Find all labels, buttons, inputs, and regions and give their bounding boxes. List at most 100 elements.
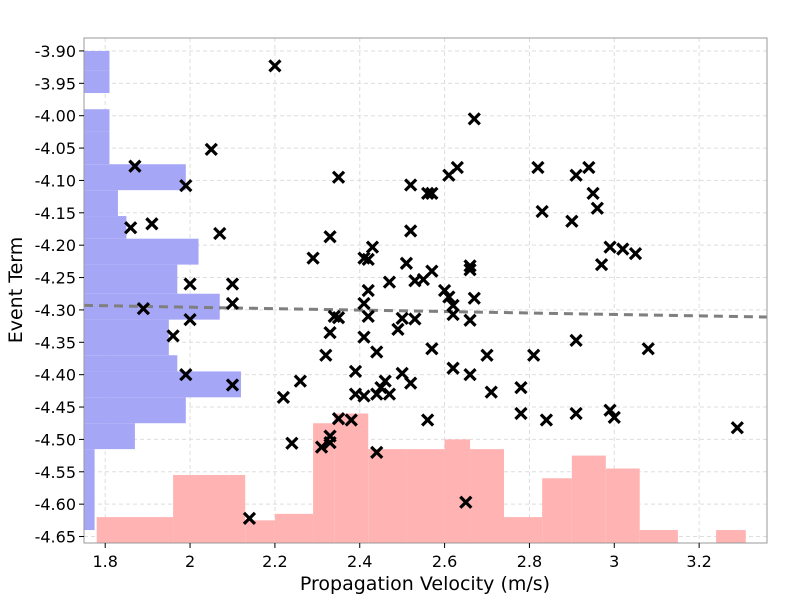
data-point [183,313,197,327]
data-point [408,274,422,288]
data-point-stroke [382,275,397,289]
y-histogram-bar [84,264,178,294]
data-point-stroke [641,342,655,356]
data-point-stroke [582,160,596,175]
data-point [446,361,460,375]
y-axis-ticks: -3.90 -3.95 -4.00 -4.05 -4.10 -4.15 -4.20 -4.25… [35,42,84,547]
x-tick-label: 1.8 [92,552,117,571]
data-point-stroke [420,186,435,201]
data-point-stroke [531,160,545,175]
y-histogram-bar [84,238,199,265]
data-point [425,342,439,356]
data-point [179,368,193,382]
data-point-stroke [327,309,341,324]
data-point [480,348,494,362]
y-tick-label: -4.60 [35,495,76,514]
data-point-stroke [225,277,240,291]
data-point-stroke [603,240,617,254]
x-tick-label: 2 [185,552,195,571]
data-point-stroke [145,217,159,231]
y-tick-label: -4.15 [35,204,76,223]
data-point [484,385,498,399]
trend-line [83,303,768,319]
data-point [603,403,617,417]
data-point [603,240,617,254]
y-axis-label: Event Term [5,237,27,344]
y-tick-label: -4.10 [35,171,76,190]
data-point-stroke [124,221,138,235]
data-point [136,301,151,316]
data-point [357,330,371,344]
data-point [616,242,630,256]
x-histogram-bar [716,530,746,543]
data-point [425,186,439,201]
x-histogram [96,413,746,543]
data-point-stroke [459,495,473,509]
y-tick-label: -4.40 [35,366,76,385]
data-point-stroke [416,272,431,287]
data-point [467,291,481,305]
data-point [420,186,435,201]
data-point-stroke [467,112,481,126]
data-point-stroke [370,345,384,359]
data-point-stroke [306,251,320,265]
data-point [607,410,621,425]
data-point [331,311,346,325]
x-histogram-bar [470,449,504,543]
data-point [323,230,337,244]
data-point [399,256,414,270]
trend-line-group [83,303,768,319]
y-histogram-bar [84,109,110,132]
data-point-stroke [408,274,422,288]
data-point [357,389,371,403]
data-point [628,246,643,261]
y-histogram-bar [84,397,186,424]
y-histogram-bar [84,371,241,398]
data-point-stroke [361,309,375,324]
data-point-stroke [128,159,142,173]
data-point-stroke [404,224,418,238]
x-histogram-bar [274,513,314,543]
data-point [225,277,240,291]
data-point-stroke [331,170,346,184]
data-point-stroke [344,413,358,427]
data-point-stroke [590,201,604,215]
data-point-stroke [323,436,337,450]
data-point-stroke [136,301,151,316]
data-point-stroke [586,186,600,201]
y-histogram-bar [84,423,135,450]
data-point [590,201,604,215]
y-tick-label: -4.30 [35,301,76,320]
data-point-stroke [319,348,333,362]
x-tick-label: 2.6 [432,552,457,571]
data-point-stroke [442,290,456,304]
data-point [382,275,397,289]
data-point-stroke [404,178,418,192]
data-point [569,333,583,347]
data-point-stroke [463,313,477,327]
data-point [459,495,473,509]
y-tick-label: -4.65 [35,528,76,547]
data-point [331,170,346,184]
data-point-stroke [463,259,477,273]
data-point [225,296,240,311]
data-point [514,380,528,395]
y-tick-label: -4.00 [35,107,76,126]
data-point-stroke [242,511,257,526]
data-point [404,376,418,390]
y-tick-label: -3.95 [35,74,76,93]
data-point-stroke [514,380,528,395]
y-histogram-bar [84,50,110,71]
data-point [569,406,583,421]
data-point [331,412,346,426]
data-point-stroke [293,374,307,388]
x-axis-label: Propagation Velocity (m/s) [300,573,550,595]
y-tick-label: -4.50 [35,430,76,449]
data-point-stroke [357,330,371,344]
data-point-stroke [425,342,439,356]
data-point-stroke [179,178,193,193]
x-histogram-bar [571,455,606,543]
data-point [463,313,477,327]
data-point-stroke [348,364,363,379]
